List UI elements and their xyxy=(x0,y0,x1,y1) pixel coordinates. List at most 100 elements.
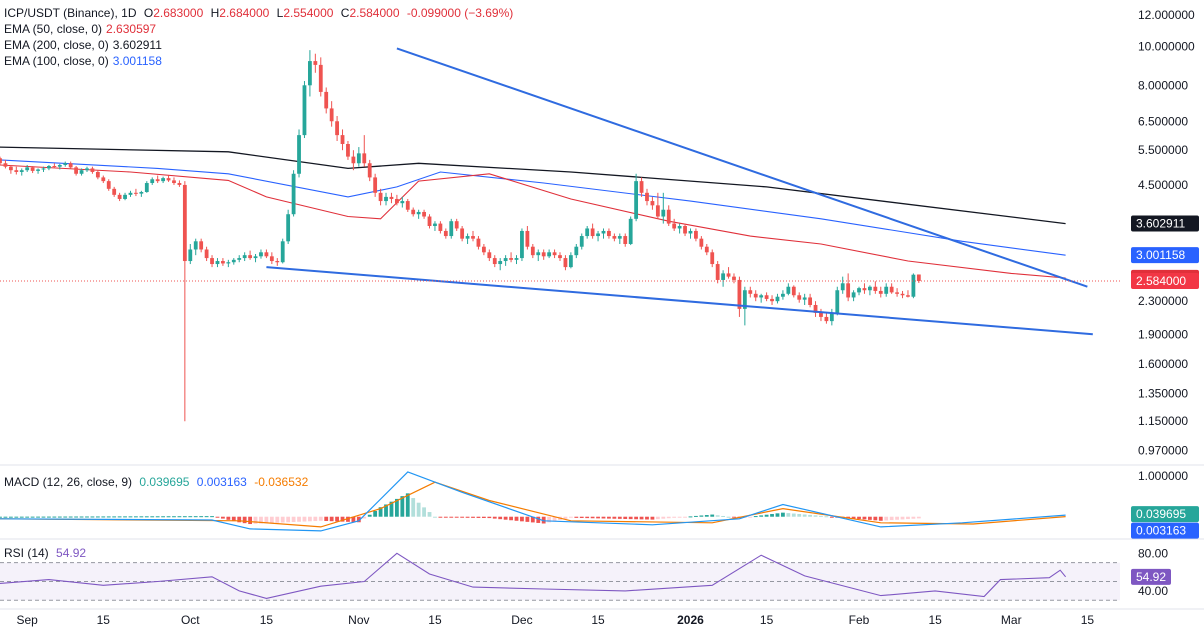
candle xyxy=(161,176,166,184)
price-axis: 12.000000 10.000000 8.000000 6.500000 5.5000… xyxy=(1131,8,1199,598)
rsi-value: 54.92 xyxy=(56,546,87,560)
candle xyxy=(699,236,704,250)
candle xyxy=(57,163,62,170)
candle xyxy=(732,273,736,284)
ema200-line xyxy=(0,146,1066,225)
macd-hist-bar xyxy=(74,516,79,518)
candle xyxy=(721,270,726,287)
macd-hist-bar xyxy=(19,516,24,518)
candle xyxy=(443,228,448,239)
candle xyxy=(911,273,916,299)
macd-hist-bar xyxy=(433,516,437,518)
macd-hist-bar xyxy=(514,516,519,521)
macd-hist-bar xyxy=(465,516,470,518)
low-value: 2.554000 xyxy=(283,6,334,20)
macd-hist-bar xyxy=(57,516,62,518)
macd-hist-bar xyxy=(503,516,508,520)
price-tag-label: 3.602911 xyxy=(1136,216,1185,230)
price-tick-label: 5.500000 xyxy=(1138,143,1188,157)
candle xyxy=(367,159,372,182)
time-tick-label: 15 xyxy=(1081,613,1095,627)
candle xyxy=(759,293,764,303)
macd-hist-bar xyxy=(585,516,590,519)
candle xyxy=(672,218,677,231)
macd-hist-bar xyxy=(106,516,111,518)
macd-hist-bar xyxy=(123,516,127,518)
candle xyxy=(166,175,171,182)
macd-hist-bar xyxy=(857,516,861,519)
macd-hist-bar xyxy=(416,502,421,517)
low-label: L xyxy=(276,6,284,20)
candle xyxy=(313,53,318,73)
macd-hist-bar xyxy=(607,516,611,519)
candle xyxy=(134,188,138,197)
macd-hist-bar xyxy=(715,515,720,517)
ema200-label: EMA (200, close, 0) xyxy=(4,38,109,52)
macd-hist-bar xyxy=(492,516,497,519)
candle xyxy=(802,293,807,305)
rsi-line xyxy=(0,552,1067,599)
macd-hist-bar xyxy=(520,516,524,522)
candle xyxy=(95,170,100,180)
candle xyxy=(36,168,40,174)
price-tick-label: 1.350000 xyxy=(1138,386,1188,400)
macd-hist-bar xyxy=(221,516,225,519)
macd-hist-bar xyxy=(0,516,2,518)
macd-hist-bar xyxy=(911,516,916,519)
candle xyxy=(438,221,443,234)
macd-hist-bar xyxy=(36,516,40,518)
candle xyxy=(221,258,225,266)
macd-hist-bar xyxy=(237,516,242,523)
price-tick-label: 1.150000 xyxy=(1138,414,1188,428)
macd-hist-bar xyxy=(346,516,350,522)
candle xyxy=(661,192,666,224)
ema200-value: 3.602911 xyxy=(112,38,162,52)
candle xyxy=(596,230,600,242)
macd-hist-bar xyxy=(297,516,301,522)
macd-hist-bar xyxy=(699,515,704,517)
candle xyxy=(666,205,671,227)
macd-hist-bar xyxy=(460,516,465,518)
time-tick-label: Nov xyxy=(348,613,369,627)
candle xyxy=(710,249,715,268)
candle xyxy=(514,255,519,265)
candle xyxy=(650,196,655,210)
macd-hist-bar xyxy=(193,516,198,518)
macd-hist-bar xyxy=(829,516,834,518)
macd-hist-bar xyxy=(563,516,568,519)
macd-hist-bar xyxy=(601,516,606,519)
candle xyxy=(579,233,584,250)
macd-hist-bar xyxy=(248,516,252,525)
candle xyxy=(770,295,774,305)
candle xyxy=(563,255,568,271)
macd-hist-bar xyxy=(172,516,176,518)
candle xyxy=(286,209,291,244)
macd-hist-bar xyxy=(324,516,329,521)
candle xyxy=(269,252,274,265)
candle xyxy=(280,238,285,264)
candle xyxy=(862,283,867,294)
rsi-tick-label: 80.00 xyxy=(1138,546,1168,560)
macd-hist-bar xyxy=(655,516,660,520)
candle xyxy=(346,140,350,160)
macd-hist-bar xyxy=(786,513,791,517)
macd-hist-bar xyxy=(231,516,236,522)
macd-hist-bar xyxy=(90,516,95,518)
candle xyxy=(748,286,753,298)
candle xyxy=(291,170,296,217)
price-tick-label: 12.000000 xyxy=(1138,8,1195,22)
macd-hist-bar xyxy=(802,514,807,517)
ema100-line xyxy=(0,159,1066,256)
candle xyxy=(835,286,840,316)
candle xyxy=(356,147,361,167)
candle xyxy=(177,180,182,187)
candle xyxy=(63,161,68,167)
candle xyxy=(231,258,236,265)
macd-hist-bar xyxy=(704,515,709,517)
macd-hist-bar xyxy=(3,516,8,518)
macd-hist-bar xyxy=(634,516,639,520)
price-tick-label: 1.600000 xyxy=(1138,357,1188,371)
candle xyxy=(188,243,193,265)
macd-hist-bar xyxy=(204,516,209,518)
macd-hist-bar xyxy=(617,516,622,519)
